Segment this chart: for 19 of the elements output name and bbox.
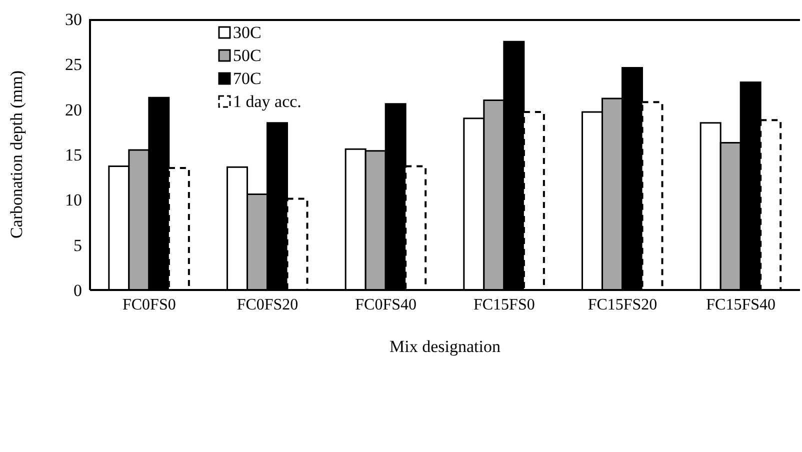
y-tick-label: 20 [65, 100, 82, 120]
legend-label: 50C [233, 45, 262, 67]
legend-label: 30C [233, 22, 262, 44]
x-tick-label: FC0FS40 [355, 296, 417, 314]
x-tick-label: FC0FS0 [122, 296, 176, 314]
y-tick-label: 30 [65, 10, 82, 30]
y-tick-label: 0 [74, 281, 82, 300]
legend-label: 70C [233, 68, 262, 90]
y-tick-label: 25 [65, 55, 82, 74]
x-tick-label: FC15FS0 [473, 296, 535, 314]
x-tick-label: FC0FS20 [236, 296, 298, 314]
y-axis-title: Carbonation depth (mm) [7, 70, 26, 239]
y-tick-label: 5 [74, 236, 82, 255]
x-axis-title: Mix designation [390, 337, 501, 356]
y-tick-label: 15 [65, 146, 82, 165]
y-tick-label: 10 [65, 190, 82, 210]
x-tick-label: FC15FS20 [588, 296, 658, 314]
legend-label: 1 day acc. [233, 91, 302, 113]
x-tick-label: FC15FS40 [706, 296, 776, 314]
